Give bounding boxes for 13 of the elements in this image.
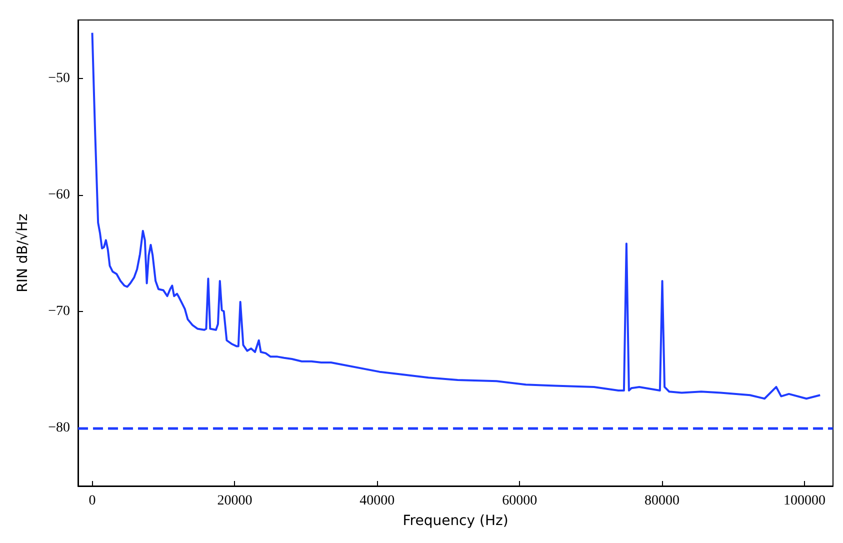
y-tick-label: −60 — [48, 187, 70, 202]
x-tick-label: 0 — [88, 494, 96, 508]
y-tick-label: −50 — [48, 70, 70, 86]
y-tick-label: −70 — [48, 304, 70, 319]
x-tick-label: 20000 — [217, 494, 252, 508]
line-series — [91, 32, 822, 400]
x-axis-title: Frequency (Hz) — [402, 513, 508, 529]
x-tick-label: 80000 — [644, 494, 680, 508]
y-tick-label: −80 — [48, 420, 70, 436]
x-tick-label: 60000 — [502, 494, 538, 508]
y-axis-title: RIN dB/√Hz — [15, 214, 31, 292]
x-tick-label: 100000 — [784, 494, 826, 508]
x-tick-label: 40000 — [360, 494, 395, 508]
